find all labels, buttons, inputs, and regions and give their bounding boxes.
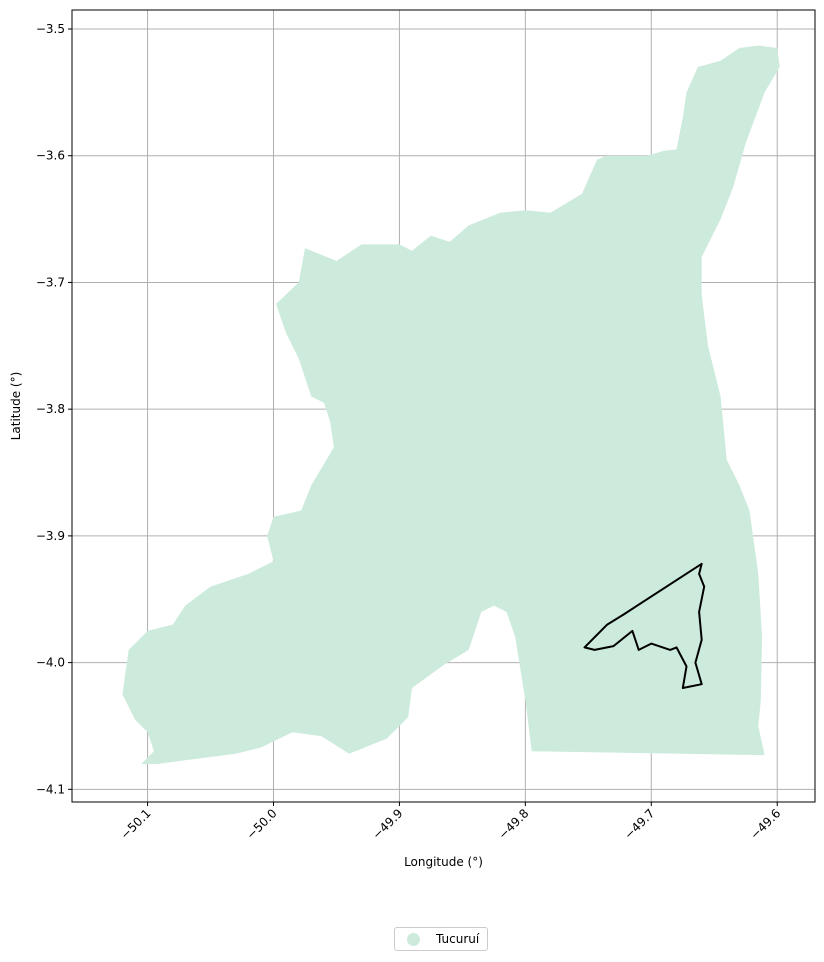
x-axis-label: Longitude (°) [404, 855, 483, 869]
y-axis-label: Latitude (°) [9, 372, 23, 441]
y-tick-label: −3.9 [36, 529, 65, 543]
x-tick-label: −49.7 [622, 806, 658, 842]
y-tick-label: −4.1 [36, 782, 65, 796]
y-tick-label: −3.5 [36, 22, 65, 36]
x-tick-label: −49.6 [747, 806, 783, 842]
x-tick-label: −50.0 [244, 806, 280, 842]
x-tick-label: −49.8 [496, 806, 532, 842]
region-tucurui [122, 45, 780, 764]
region-layer [122, 45, 780, 764]
legend: Tucuruí [394, 927, 489, 951]
x-tick-label: −50.1 [118, 806, 154, 842]
legend-marker-tucurui [407, 932, 420, 946]
outline-boundary [583, 562, 706, 689]
legend-label-tucurui: Tucuruí [436, 932, 480, 946]
y-tick-label: −3.6 [36, 149, 65, 163]
y-tick-label: −3.7 [36, 275, 65, 289]
outline-layer [583, 562, 706, 689]
plot-frame [71, 9, 816, 803]
x-tick-label: −49.9 [370, 806, 406, 842]
y-tick-label: −3.8 [36, 402, 65, 416]
y-tick-label: −4.0 [36, 656, 65, 670]
